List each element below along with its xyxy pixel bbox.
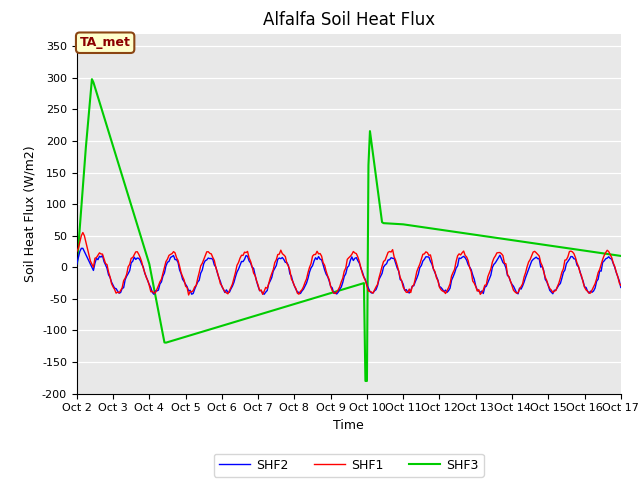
SHF1 (185, 292, 193, 298)
Text: TA_met: TA_met (80, 36, 131, 49)
SHF3 (73, 264, 81, 270)
SHF3 (386, 221, 394, 227)
SHF1 (90, 264, 97, 270)
SHF2 (77, 245, 85, 251)
SHF1 (554, 284, 561, 289)
Line: SHF2: SHF2 (77, 248, 621, 294)
Title: Alfalfa Soil Heat Flux: Alfalfa Soil Heat Flux (263, 11, 435, 29)
Line: SHF3: SHF3 (77, 79, 621, 381)
SHF1 (416, 261, 424, 267)
SHF3 (176, 336, 184, 341)
SHF3 (617, 253, 625, 259)
SHF3 (90, 80, 97, 85)
SHF2 (416, 264, 424, 270)
SHF1 (404, 289, 412, 295)
X-axis label: Time: Time (333, 419, 364, 432)
SHF2 (404, 289, 412, 295)
SHF3 (362, 378, 369, 384)
SHF1 (79, 229, 86, 235)
SHF3 (554, 244, 561, 250)
Y-axis label: Soil Heat Flux (W/m2): Soil Heat Flux (W/m2) (24, 145, 36, 282)
SHF2 (73, 261, 81, 267)
SHF2 (177, 271, 185, 276)
Legend: SHF2, SHF1, SHF3: SHF2, SHF1, SHF3 (214, 454, 484, 477)
SHF1 (176, 263, 184, 269)
SHF2 (617, 285, 625, 290)
SHF2 (150, 291, 157, 297)
SHF2 (554, 285, 561, 290)
SHF3 (404, 222, 412, 228)
SHF1 (386, 249, 394, 254)
SHF3 (416, 224, 424, 229)
SHF3 (88, 76, 96, 82)
SHF2 (386, 257, 394, 263)
SHF1 (617, 283, 625, 288)
SHF2 (90, 267, 97, 273)
Line: SHF1: SHF1 (77, 232, 621, 295)
SHF1 (73, 249, 81, 254)
